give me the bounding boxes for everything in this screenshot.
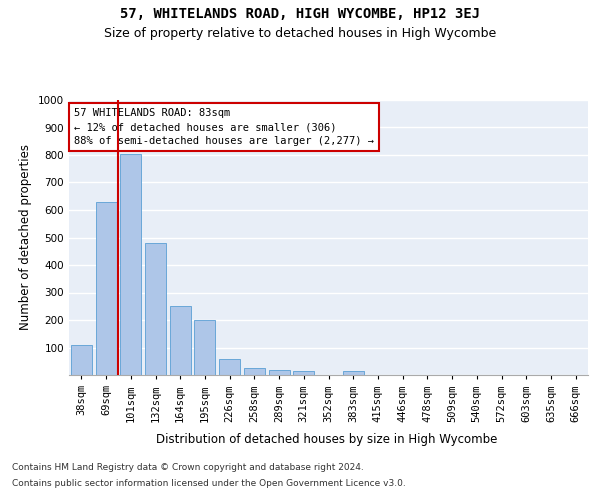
Text: Contains public sector information licensed under the Open Government Licence v3: Contains public sector information licen… <box>12 478 406 488</box>
Bar <box>71 345 92 375</box>
Text: 57, WHITELANDS ROAD, HIGH WYCOMBE, HP12 3EJ: 57, WHITELANDS ROAD, HIGH WYCOMBE, HP12 … <box>120 8 480 22</box>
Bar <box>244 368 265 375</box>
Bar <box>194 320 215 375</box>
Bar <box>343 372 364 375</box>
Bar <box>120 154 141 375</box>
Text: Distribution of detached houses by size in High Wycombe: Distribution of detached houses by size … <box>157 432 497 446</box>
Bar <box>95 202 116 375</box>
Bar <box>170 306 191 375</box>
Text: Contains HM Land Registry data © Crown copyright and database right 2024.: Contains HM Land Registry data © Crown c… <box>12 464 364 472</box>
Bar <box>145 243 166 375</box>
Text: Size of property relative to detached houses in High Wycombe: Size of property relative to detached ho… <box>104 28 496 40</box>
Bar <box>269 370 290 375</box>
Bar <box>293 372 314 375</box>
Y-axis label: Number of detached properties: Number of detached properties <box>19 144 32 330</box>
Text: 57 WHITELANDS ROAD: 83sqm
← 12% of detached houses are smaller (306)
88% of semi: 57 WHITELANDS ROAD: 83sqm ← 12% of detac… <box>74 108 374 146</box>
Bar <box>219 358 240 375</box>
